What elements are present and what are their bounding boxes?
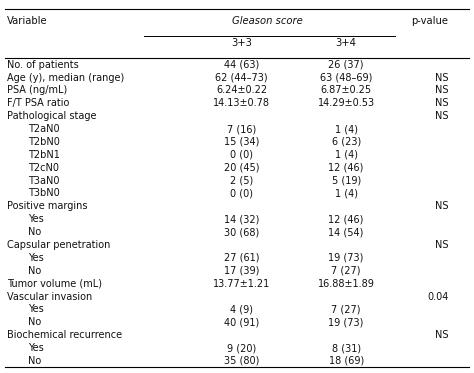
Text: Gleason score: Gleason score <box>232 16 302 26</box>
Text: 18 (69): 18 (69) <box>328 356 364 366</box>
Text: NS: NS <box>435 72 448 82</box>
Text: 14.13±0.78: 14.13±0.78 <box>213 98 270 108</box>
Text: T2aN0: T2aN0 <box>28 124 60 134</box>
Text: 14.29±0.53: 14.29±0.53 <box>318 98 375 108</box>
Text: 6.24±0.22: 6.24±0.22 <box>216 85 267 95</box>
Text: 17 (39): 17 (39) <box>224 266 259 276</box>
Text: PSA (ng/mL): PSA (ng/mL) <box>7 85 67 95</box>
Text: 30 (68): 30 (68) <box>224 227 259 237</box>
Text: 63 (48–69): 63 (48–69) <box>320 72 373 82</box>
Text: Yes: Yes <box>28 214 44 224</box>
Text: 19 (73): 19 (73) <box>328 253 364 263</box>
Text: 62 (44–73): 62 (44–73) <box>215 72 268 82</box>
Text: T2cN0: T2cN0 <box>28 163 59 173</box>
Text: Positive margins: Positive margins <box>7 201 88 211</box>
Text: 14 (32): 14 (32) <box>224 214 259 224</box>
Text: 15 (34): 15 (34) <box>224 137 259 147</box>
Text: 6 (23): 6 (23) <box>331 137 361 147</box>
Text: 20 (45): 20 (45) <box>224 163 259 173</box>
Text: NS: NS <box>435 85 448 95</box>
Text: 19 (73): 19 (73) <box>328 317 364 327</box>
Text: Vascular invasion: Vascular invasion <box>7 292 92 302</box>
Text: 12 (46): 12 (46) <box>328 214 364 224</box>
Text: Pathological stage: Pathological stage <box>7 111 97 121</box>
Text: No. of patients: No. of patients <box>7 60 79 70</box>
Text: 27 (61): 27 (61) <box>224 253 259 263</box>
Text: 16.88±1.89: 16.88±1.89 <box>318 279 374 289</box>
Text: 8 (31): 8 (31) <box>332 343 361 353</box>
Text: NS: NS <box>435 240 448 250</box>
Text: Tumor volume (mL): Tumor volume (mL) <box>7 279 102 289</box>
Text: Capsular penetration: Capsular penetration <box>7 240 110 250</box>
Text: NS: NS <box>435 330 448 340</box>
Text: F/T PSA ratio: F/T PSA ratio <box>7 98 69 108</box>
Text: T3aN0: T3aN0 <box>28 176 59 186</box>
Text: 0 (0): 0 (0) <box>230 150 253 160</box>
Text: 1 (4): 1 (4) <box>335 150 358 160</box>
Text: p-value: p-value <box>411 16 448 26</box>
Text: 5 (19): 5 (19) <box>331 176 361 186</box>
Text: 6.87±0.25: 6.87±0.25 <box>320 85 372 95</box>
Text: NS: NS <box>435 111 448 121</box>
Text: 3+3: 3+3 <box>231 38 252 48</box>
Text: 1 (4): 1 (4) <box>335 124 358 134</box>
Text: Age (y), median (range): Age (y), median (range) <box>7 72 124 82</box>
Text: Biochemical recurrence: Biochemical recurrence <box>7 330 122 340</box>
Text: Yes: Yes <box>28 343 44 353</box>
Text: 2 (5): 2 (5) <box>230 176 253 186</box>
Text: Variable: Variable <box>7 16 48 26</box>
Text: 0.04: 0.04 <box>427 292 448 302</box>
Text: NS: NS <box>435 98 448 108</box>
Text: 7 (27): 7 (27) <box>331 304 361 314</box>
Text: 13.77±1.21: 13.77±1.21 <box>213 279 270 289</box>
Text: NS: NS <box>435 201 448 211</box>
Text: No: No <box>28 356 41 366</box>
Text: 9 (20): 9 (20) <box>227 343 256 353</box>
Text: 7 (27): 7 (27) <box>331 266 361 276</box>
Text: 4 (9): 4 (9) <box>230 304 253 314</box>
Text: 26 (37): 26 (37) <box>328 60 364 70</box>
Text: Yes: Yes <box>28 304 44 314</box>
Text: 35 (80): 35 (80) <box>224 356 259 366</box>
Text: T2bN0: T2bN0 <box>28 137 60 147</box>
Text: 12 (46): 12 (46) <box>328 163 364 173</box>
Text: 44 (63): 44 (63) <box>224 60 259 70</box>
Text: 0 (0): 0 (0) <box>230 188 253 198</box>
Text: T3bN0: T3bN0 <box>28 188 60 198</box>
Text: 14 (54): 14 (54) <box>328 227 364 237</box>
Text: Yes: Yes <box>28 253 44 263</box>
Text: No: No <box>28 266 41 276</box>
Text: 1 (4): 1 (4) <box>335 188 358 198</box>
Text: 3+4: 3+4 <box>336 38 356 48</box>
Text: No: No <box>28 317 41 327</box>
Text: 7 (16): 7 (16) <box>227 124 256 134</box>
Text: 40 (91): 40 (91) <box>224 317 259 327</box>
Text: No: No <box>28 227 41 237</box>
Text: T2bN1: T2bN1 <box>28 150 60 160</box>
